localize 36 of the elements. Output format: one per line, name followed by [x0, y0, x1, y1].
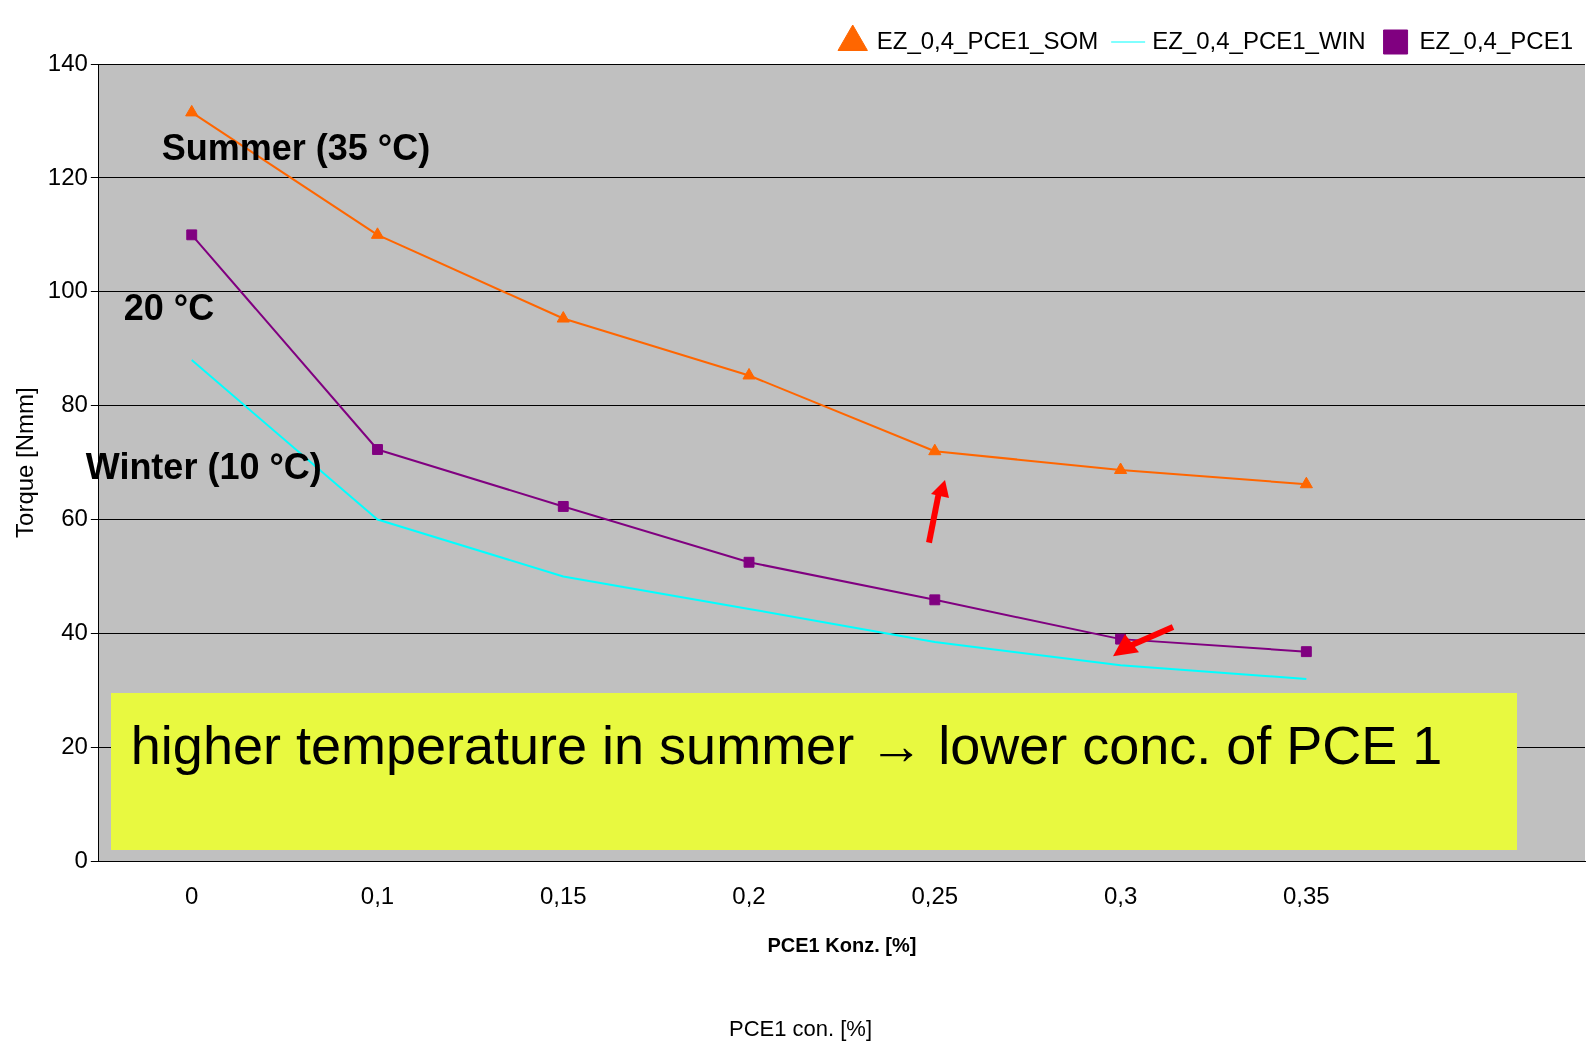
- x-tick-label: 0: [185, 882, 199, 910]
- y-tick-label: 80: [61, 390, 88, 418]
- y-tick-label: 40: [61, 618, 88, 646]
- point: [556, 311, 570, 323]
- point: [929, 594, 941, 606]
- x-tick-label: 0,1: [360, 882, 395, 910]
- legend-label: EZ_0,4_PCE1: [1419, 26, 1573, 54]
- x-tick-label: 0,15: [539, 882, 587, 910]
- annotation: 20 °C: [123, 286, 215, 329]
- x-tick-label: 0,2: [732, 882, 766, 910]
- point: [557, 501, 569, 512]
- text: PCE1 con. [%]: [727, 1016, 874, 1042]
- point: [1299, 476, 1313, 489]
- y-tick-label: 140: [47, 48, 88, 76]
- point: [370, 227, 385, 239]
- point: [185, 104, 199, 117]
- y-tick-label: 0: [74, 845, 88, 873]
- x-tick-label: 0,35: [1282, 882, 1330, 910]
- legend-label: EZ_0,4_PCE1_WIN: [1152, 26, 1366, 54]
- point: [372, 444, 383, 455]
- x-axis-title: PCE1 Konz. [%]: [767, 933, 917, 956]
- legend-label: EZ_0,4_PCE1_SOM: [876, 26, 1099, 54]
- point: [742, 367, 756, 380]
- x-tick-label: 0,3: [1103, 882, 1138, 910]
- y-tick-label: 20: [61, 731, 88, 759]
- point: [1300, 646, 1312, 658]
- point: [186, 229, 198, 241]
- x-tick-label: 0,25: [911, 882, 959, 910]
- y-tick-label: 60: [61, 504, 88, 532]
- annotation: higher temperature in summer → lower conc. of PCE 1: [110, 693, 1517, 850]
- y-axis-title: Torque [Nmm]: [11, 387, 39, 538]
- point: [1114, 462, 1128, 474]
- point: [743, 556, 755, 568]
- point: [928, 443, 942, 456]
- y-tick-label: 100: [47, 276, 88, 304]
- y-tick-label: 120: [47, 162, 88, 190]
